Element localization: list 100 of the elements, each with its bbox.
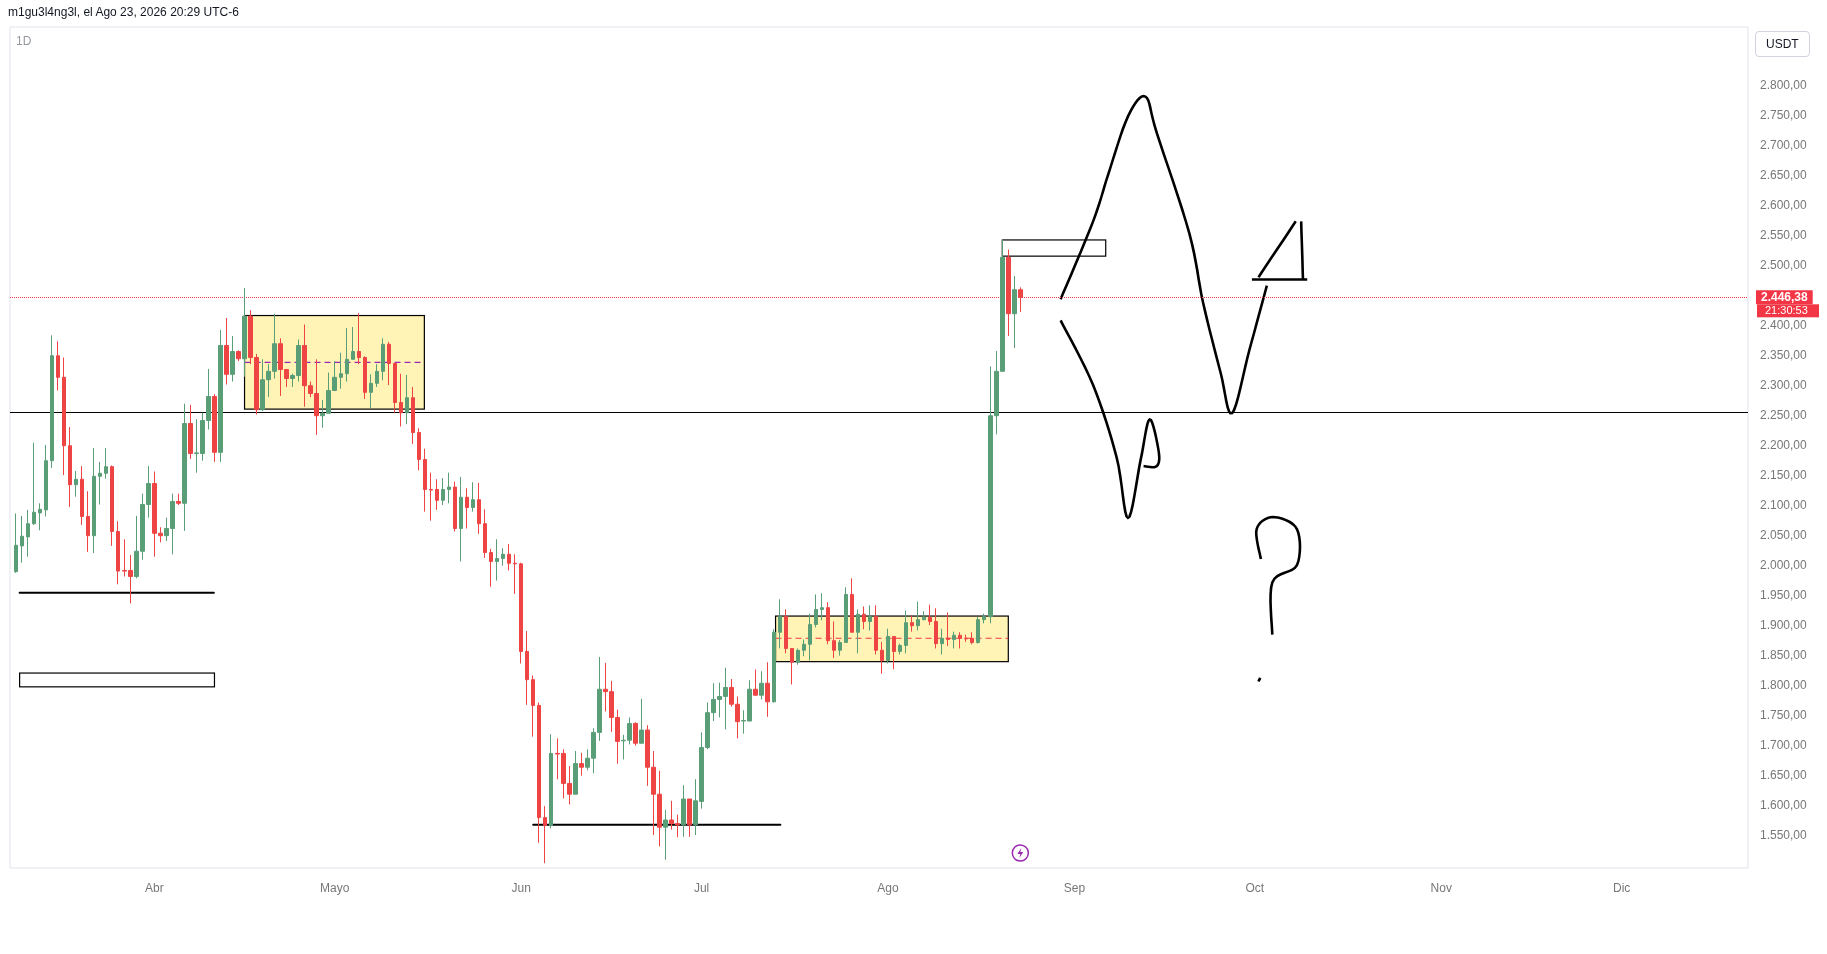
y-tick-label: 1.600,00 bbox=[1760, 798, 1808, 813]
x-tick-label: Dic bbox=[1613, 881, 1631, 895]
candlestick bbox=[898, 643, 902, 655]
y-tick-label: 2.350,00 bbox=[1760, 348, 1808, 363]
candlestick bbox=[790, 647, 794, 685]
candlestick bbox=[429, 472, 433, 522]
candlestick bbox=[459, 476, 463, 562]
candlestick bbox=[405, 374, 409, 425]
chart-title: m1gu3l4ng3l, el Ago 23, 2026 20:29 UTC-6 bbox=[8, 5, 239, 19]
y-tick-label: 2.200,00 bbox=[1760, 438, 1808, 453]
candlestick bbox=[20, 515, 24, 564]
candlestick bbox=[1018, 286, 1023, 313]
y-tick-label: 2.700,00 bbox=[1760, 138, 1808, 153]
candlestick bbox=[14, 512, 18, 574]
y-tick-label: 1.850,00 bbox=[1760, 648, 1808, 663]
y-tick-label: 1.650,00 bbox=[1760, 768, 1808, 783]
candlestick bbox=[970, 631, 974, 645]
candlestick bbox=[110, 465, 114, 547]
y-tick-label: 2.250,00 bbox=[1760, 408, 1808, 423]
y-tick-label: 1.700,00 bbox=[1760, 738, 1808, 753]
candlestick bbox=[838, 639, 842, 657]
candlestick bbox=[176, 493, 181, 506]
candlestick bbox=[537, 701, 541, 844]
candlestick bbox=[826, 601, 830, 645]
candlestick bbox=[982, 613, 986, 624]
candlestick bbox=[874, 604, 878, 655]
candlestick bbox=[230, 335, 235, 383]
candlestick bbox=[976, 616, 980, 645]
candlestick bbox=[501, 547, 505, 567]
candlestick bbox=[880, 641, 884, 675]
candlestick bbox=[357, 312, 361, 365]
candlestick bbox=[934, 607, 938, 649]
candlestick bbox=[483, 508, 487, 559]
candlestick bbox=[832, 620, 836, 659]
y-tick-label: 2.050,00 bbox=[1760, 528, 1808, 543]
candlestick bbox=[940, 628, 944, 655]
candlestick bbox=[38, 502, 42, 531]
candlestick bbox=[104, 447, 108, 480]
candlestick bbox=[495, 538, 499, 582]
x-tick-label: Jun bbox=[511, 881, 531, 895]
candlestick bbox=[92, 447, 96, 554]
candlestick bbox=[633, 721, 638, 747]
candlestick bbox=[964, 634, 968, 643]
candlestick bbox=[80, 465, 84, 526]
candlestick bbox=[892, 635, 896, 670]
candlestick bbox=[242, 287, 247, 378]
candlestick bbox=[687, 798, 692, 838]
y-tick-label: 1.550,00 bbox=[1760, 828, 1808, 843]
candlestick bbox=[784, 608, 788, 654]
candlestick bbox=[910, 614, 914, 633]
candlestick bbox=[56, 340, 60, 392]
candlestick bbox=[549, 733, 553, 829]
candlestick bbox=[417, 427, 421, 471]
candlestick bbox=[808, 613, 812, 661]
candlestick bbox=[363, 355, 367, 400]
x-tick-label: Ago bbox=[877, 881, 900, 895]
y-tick-label: 2.500,00 bbox=[1760, 258, 1808, 273]
candlestick bbox=[387, 341, 391, 386]
text: 21:30:53 bbox=[1765, 304, 1808, 317]
candlestick bbox=[639, 698, 644, 744]
candlestick bbox=[62, 357, 66, 476]
candlestick bbox=[759, 670, 764, 700]
x-tick-label: Oct bbox=[1245, 881, 1265, 895]
y-tick-label: 2.800,00 bbox=[1760, 78, 1808, 93]
y-tick-label: 2.600,00 bbox=[1760, 198, 1808, 213]
candlestick bbox=[916, 601, 920, 631]
candlestick bbox=[423, 448, 427, 513]
candlestick bbox=[778, 598, 782, 649]
y-tick-label: 2.650,00 bbox=[1760, 168, 1808, 183]
x-tick-label: Mayo bbox=[320, 881, 350, 895]
y-tick-label: 2.300,00 bbox=[1760, 378, 1808, 393]
candlestick bbox=[399, 373, 403, 428]
candlestick bbox=[573, 750, 578, 795]
candlestick bbox=[507, 543, 511, 571]
candlestick bbox=[345, 327, 349, 383]
text: 1D bbox=[16, 34, 32, 48]
candlestick bbox=[946, 611, 950, 647]
candlestick bbox=[1012, 275, 1017, 349]
candlestick bbox=[375, 363, 379, 388]
x-tick-label: Abr bbox=[144, 881, 164, 895]
candlestick bbox=[381, 337, 385, 381]
candlestick bbox=[958, 631, 962, 649]
candlestick bbox=[453, 481, 457, 532]
candlestick bbox=[862, 605, 866, 630]
candlestick bbox=[224, 317, 229, 386]
candlestick bbox=[814, 593, 818, 628]
candlestick bbox=[236, 349, 241, 362]
candlestick bbox=[886, 628, 890, 664]
candlestick bbox=[796, 647, 800, 666]
candlestick bbox=[952, 631, 956, 649]
candlestick bbox=[393, 363, 397, 414]
candlestick bbox=[44, 444, 48, 517]
candlestick bbox=[922, 610, 926, 621]
candlestick bbox=[369, 373, 373, 409]
x-tick-label: Sep bbox=[1063, 881, 1086, 895]
candlestick bbox=[868, 604, 872, 631]
y-axis-title: USDT bbox=[1755, 31, 1810, 57]
y-tick-label: 2.100,00 bbox=[1760, 498, 1808, 513]
candlestick bbox=[182, 403, 187, 532]
candlestick bbox=[531, 674, 535, 738]
